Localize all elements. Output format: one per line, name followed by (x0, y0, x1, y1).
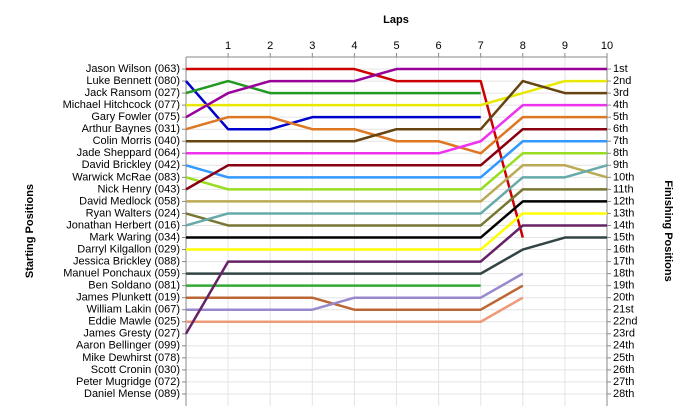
series-line (185, 188, 607, 227)
y-tick-label: Jade Sheppard (064) (77, 147, 180, 159)
y2-tick-label: 16th (613, 243, 634, 255)
y2-tick-label: 21st (613, 304, 634, 316)
y2-tick-label: 11th (613, 183, 634, 195)
series-line (184, 224, 607, 335)
y2-tick-label: 12th (613, 195, 634, 207)
y2-tick-label: 19th (613, 280, 634, 292)
y-tick-label: Jonathan Herbert (016) (66, 219, 180, 231)
y-tick-label: Jack Ransom (027) (85, 87, 180, 99)
x-tick-label: 5 (393, 40, 399, 52)
series-line (186, 103, 607, 155)
y-tick-label: Ben Soldano (081) (88, 280, 180, 292)
series-line (186, 212, 607, 251)
y2-tick-label: 26th (613, 364, 634, 376)
y2-tick-label: 9th (613, 159, 628, 171)
x-tick-label: 2 (267, 40, 273, 52)
y2-tick-label: 15th (613, 231, 634, 243)
x-tick-label: 1 (225, 40, 231, 52)
y-tick-label: Manuel Ponchaux (059) (63, 268, 180, 280)
x-tick-label: 10 (601, 40, 613, 52)
x-tick-label: 6 (436, 40, 442, 52)
series-line (185, 164, 608, 227)
x-tick-label: 9 (562, 40, 568, 52)
series-line (185, 80, 481, 131)
y2-tick-label: 6th (613, 123, 628, 135)
series-line (185, 152, 607, 191)
series-line (185, 115, 607, 155)
y-tick-label: Scott Cronin (030) (91, 364, 180, 376)
y2-tick-label: 23rd (613, 328, 635, 340)
y-tick-label: Mark Waring (034) (89, 231, 180, 243)
y-tick-label: James Gresty (027) (83, 328, 180, 340)
y2-tick-label: 13th (613, 207, 634, 219)
series-line (186, 67, 525, 238)
y2-tick-label: 24th (613, 340, 634, 352)
y-tick-label: Peter Mugridge (072) (76, 376, 180, 388)
series-line (185, 67, 607, 119)
y2-tick-label: 5th (613, 111, 628, 123)
y-tick-label: Nick Henry (043) (97, 183, 180, 195)
y-tick-label: Arthur Baynes (031) (82, 123, 180, 135)
y-tick-label: Eddie Mawle (025) (88, 316, 180, 328)
x-tick-label: 4 (351, 40, 357, 52)
x-tick-label: 3 (309, 40, 315, 52)
series-line (186, 79, 607, 107)
y2-tick-label: 14th (613, 219, 634, 231)
series-line (185, 139, 607, 179)
y-tick-label: Mike Dewhirst (078) (82, 352, 180, 364)
y2-tick-label: 3rd (613, 87, 629, 99)
y2-tick-label: 18th (613, 268, 634, 280)
y2-tick-label: 8th (613, 147, 628, 159)
y-tick-label: William Lakin (067) (86, 304, 180, 316)
y-axis-label: Starting Positions (24, 184, 36, 278)
y-tick-label: Jason Wilson (063) (86, 63, 180, 75)
y2-tick-label: 17th (613, 255, 634, 267)
x-tick-label: 7 (478, 40, 484, 52)
x-tick-label: 8 (520, 40, 526, 52)
series-line (186, 284, 524, 311)
y2-tick-label: 4th (613, 99, 628, 111)
y-tick-label: James Plunkett (019) (76, 292, 180, 304)
y-tick-label: David Medlock (058) (79, 195, 180, 207)
y2-tick-label: 28th (613, 388, 634, 400)
series-line (186, 236, 607, 275)
y-tick-label: Warwick McRae (083) (72, 171, 180, 183)
series-line (185, 127, 607, 191)
y2-tick-label: 22nd (613, 316, 637, 328)
y-tick-label: David Brickley (042) (82, 159, 180, 171)
chart-title: Laps (383, 14, 409, 26)
series-line (186, 200, 607, 239)
series-line (186, 296, 524, 324)
series-line (186, 79, 607, 143)
y2-tick-label: 10th (613, 171, 634, 183)
y2-axis-label: Finishing Positions (662, 180, 674, 281)
y2-tick-label: 7th (613, 135, 628, 147)
y-tick-label: Gary Fowler (075) (91, 111, 180, 123)
series-line (186, 272, 524, 311)
series-line (185, 79, 481, 95)
y2-tick-label: 20th (613, 292, 634, 304)
y2-tick-label: 25th (613, 352, 634, 364)
series-line (186, 164, 608, 203)
y-tick-label: Daniel Mense (089) (84, 388, 180, 400)
y-tick-label: Darryl Kilgallon (029) (77, 243, 180, 255)
y2-tick-label: 1st (613, 63, 628, 75)
y-tick-label: Luke Bennett (080) (86, 75, 180, 87)
y-tick-label: Jessica Brickley (088) (73, 255, 180, 267)
y2-tick-label: 2nd (613, 75, 631, 87)
y-tick-label: Aaron Bellinger (099) (76, 340, 180, 352)
y-tick-label: Ryan Walters (024) (86, 207, 180, 219)
y-tick-label: Michael Hitchcock (077) (63, 99, 180, 111)
y-tick-label: Colin Morris (040) (93, 135, 180, 147)
y2-tick-label: 27th (613, 376, 634, 388)
